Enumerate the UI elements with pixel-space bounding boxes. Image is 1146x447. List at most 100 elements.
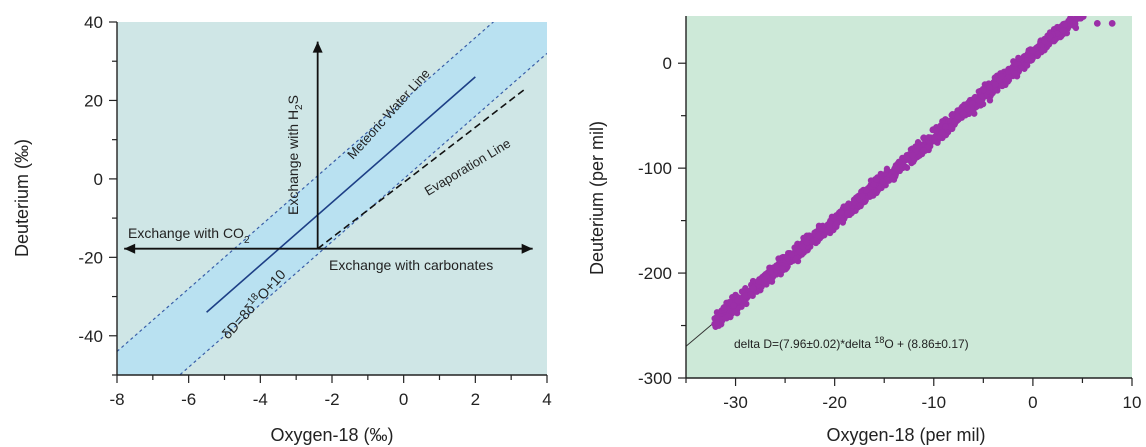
- right-scatter-point: [766, 277, 774, 284]
- right-scatter-point: [883, 165, 891, 173]
- left-x-tick-label: 4: [542, 390, 551, 409]
- left-y-axis-title: Deuterium (‰): [12, 139, 32, 257]
- right-scatter-point: [784, 255, 791, 262]
- left-x-axis-title: Oxygen-18 (‰): [270, 425, 393, 445]
- left-x-tick-label: -8: [109, 390, 124, 409]
- right-clipped-group: [686, 5, 1116, 347]
- left-y-tick-label: 0: [94, 170, 103, 189]
- right-scatter-point: [826, 223, 833, 231]
- right-scatter-point: [713, 319, 720, 326]
- right-scatter-point: [891, 165, 898, 172]
- left-arrow-h2s: [312, 41, 323, 249]
- right-scatter-point: [857, 202, 864, 210]
- right-scatter-point: [844, 210, 851, 217]
- left-arrow-h2s-head: [312, 41, 323, 53]
- left-marks: [117, 22, 547, 375]
- left-clipped-group: [117, 22, 547, 375]
- right-scatter-point: [1005, 68, 1012, 75]
- left-h2s-label: Exchange with H2S: [285, 95, 305, 215]
- right-scatter-point: [742, 292, 749, 299]
- left-x-tick-label: 0: [399, 390, 408, 409]
- right-x-tick-label: 0: [1028, 393, 1037, 412]
- right-scatter-point: [1029, 47, 1036, 55]
- right-scatter-point: [730, 302, 738, 309]
- right-scatter-point: [877, 170, 885, 178]
- right-scatter-point: [1077, 16, 1079, 17]
- left-x-tick-label: -2: [324, 390, 339, 409]
- right-scatter-point: [873, 175, 881, 183]
- right-scatter-point: [815, 222, 823, 229]
- right-plot-area: [686, 16, 1132, 378]
- right-scatter-point: [991, 81, 999, 88]
- right-scatter-point: [747, 291, 754, 299]
- left-arrow-carbonates: [317, 243, 533, 254]
- right-scatter-point: [808, 238, 816, 246]
- right-scatter-point: [986, 84, 993, 91]
- right-scatter-point: [830, 215, 838, 222]
- right-fit-annotation: delta D=(7.96±0.02)*delta 18O + (8.86±0.…: [734, 335, 969, 351]
- left-y-tick-label: 20: [84, 91, 103, 110]
- right-y-axis-title: Deuterium (per mil): [587, 121, 607, 275]
- right-x-tick-label: -10: [921, 393, 946, 412]
- right-scatter-point: [1077, 16, 1085, 21]
- right-scatter-point: [1080, 7, 1086, 13]
- right-scatter-point: [767, 267, 774, 275]
- left-x-tick-label: 2: [471, 390, 480, 409]
- left-co2-label: Exchange with CO2: [128, 225, 250, 246]
- right-scatter-point: [779, 265, 786, 272]
- right-scatter-point: [843, 203, 850, 211]
- right-scatter-point: [726, 298, 733, 306]
- left-band-lower-edge: [178, 52, 547, 375]
- right-scatter-point: [1059, 27, 1067, 34]
- right-scatter-point: [932, 127, 939, 134]
- right-scatter-point: [1076, 16, 1081, 17]
- right-scatter-point: [796, 248, 803, 255]
- left-y-tick-label: -40: [78, 327, 103, 346]
- right-scatter-point: [1081, 7, 1087, 13]
- right-scatter-point: [925, 134, 932, 141]
- right-scatter-point: [722, 314, 729, 322]
- right-scatter-point: [980, 86, 987, 94]
- left-band-upper-edge: [117, 22, 495, 352]
- right-scatter-point: [1046, 32, 1054, 40]
- right-scatter-point: [986, 97, 994, 104]
- right-scatter-point: [867, 191, 874, 199]
- right-x-axis-title: Oxygen-18 (per mil): [826, 425, 985, 445]
- right-scatter-point: [954, 113, 961, 121]
- right-scatter-point: [749, 284, 757, 292]
- right-y-tick-label: -100: [638, 159, 672, 178]
- right-scatter-point: [1041, 38, 1048, 45]
- right-scatter-point: [895, 158, 903, 165]
- right-y-tick-label: -300: [638, 369, 672, 388]
- right-scatter-point: [1108, 19, 1116, 27]
- right-scatter-point: [803, 239, 811, 246]
- right-scatter-point: [949, 112, 956, 119]
- right-scatter-point: [859, 192, 866, 200]
- left-arrow-carbonates-head: [521, 243, 533, 254]
- right-scatter-point: [975, 97, 982, 105]
- right-scatter-point: [954, 107, 961, 114]
- right-scatter-point: [815, 232, 822, 240]
- right-scatter-point: [788, 251, 795, 258]
- right-scatter-point: [960, 110, 967, 118]
- left-carb-label: Exchange with carbonates: [329, 257, 493, 273]
- right-scatter-point: [1073, 16, 1077, 17]
- right-scatter-point: [1079, 5, 1085, 11]
- right-scatter-point: [837, 209, 845, 216]
- right-scatter-point: [1011, 70, 1018, 77]
- right-scatter-point: [964, 105, 972, 113]
- right-scatter-point: [951, 118, 958, 125]
- right-scatter-point: [1039, 47, 1046, 54]
- right-scatter-point: [1078, 16, 1083, 17]
- left-mwl-band: [117, 22, 547, 375]
- right-scatter-point: [942, 123, 949, 130]
- right-y-tick-label: 0: [663, 54, 672, 73]
- right-scatter-point: [875, 185, 882, 193]
- right-scatter-point: [879, 178, 887, 186]
- left-y-tick-label: 40: [84, 13, 103, 32]
- left-arrow-co2: [124, 243, 318, 254]
- right-scatter-point: [971, 110, 978, 117]
